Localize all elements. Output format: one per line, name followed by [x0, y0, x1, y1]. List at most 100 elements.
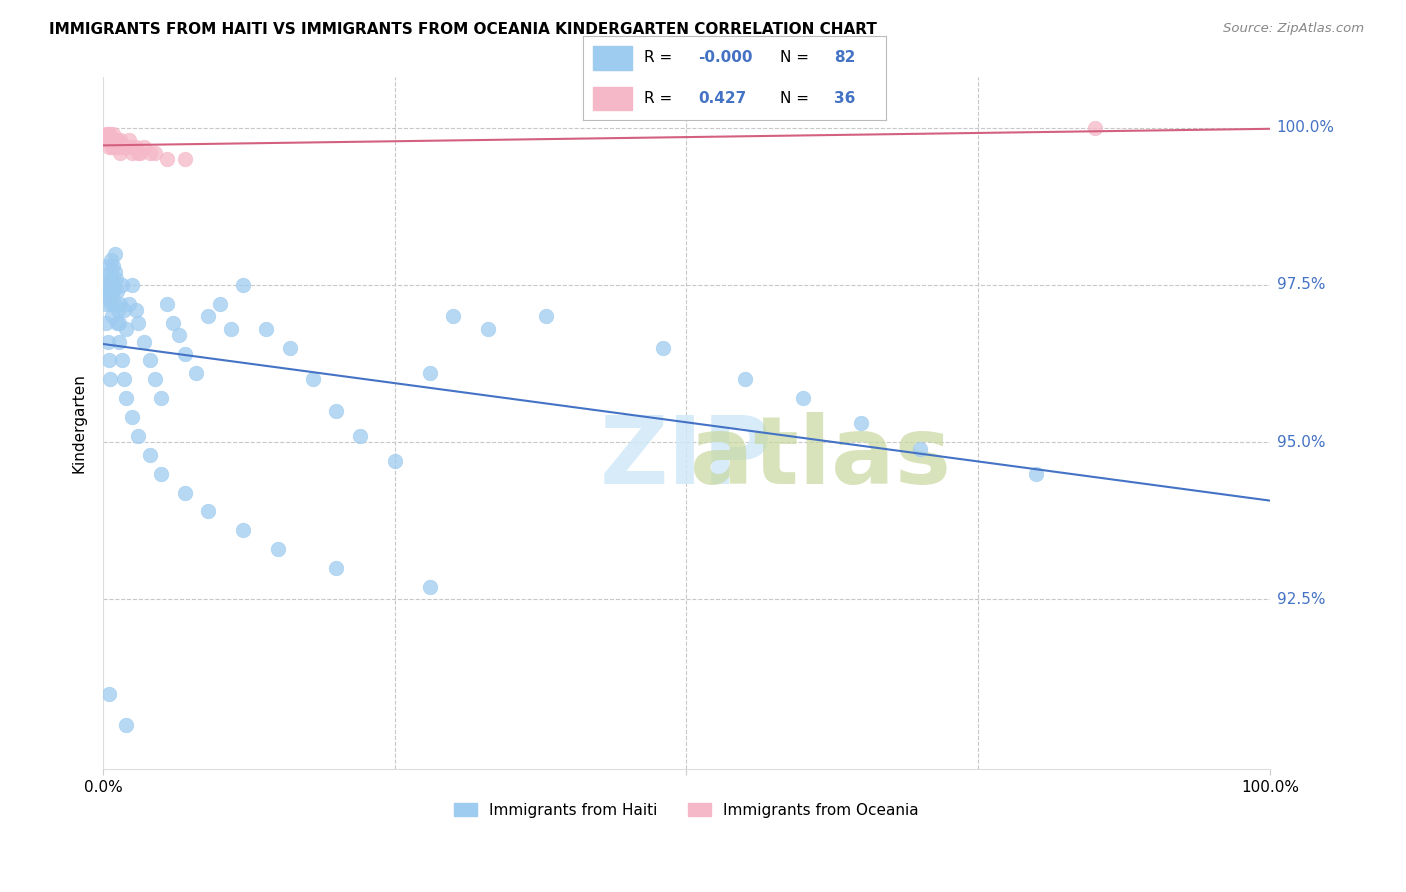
- Text: 97.5%: 97.5%: [1277, 277, 1326, 293]
- Text: Source: ZipAtlas.com: Source: ZipAtlas.com: [1223, 22, 1364, 36]
- Point: [112, 372, 135, 386]
- Text: 92.5%: 92.5%: [1277, 592, 1326, 607]
- Point: [115, 139, 138, 153]
- Point: [110, 278, 132, 293]
- Point: [96, 297, 118, 311]
- Point: [103, 133, 125, 147]
- Text: ZIP: ZIP: [600, 412, 773, 504]
- Point: [441, 310, 464, 324]
- Point: [477, 322, 499, 336]
- Point: [103, 139, 125, 153]
- Point: [110, 145, 132, 160]
- Bar: [592, 45, 631, 70]
- Point: [132, 139, 155, 153]
- Point: [124, 303, 146, 318]
- Text: 0.427: 0.427: [699, 91, 747, 106]
- Point: [107, 139, 129, 153]
- Point: [96, 133, 118, 147]
- Point: [162, 316, 184, 330]
- Point: [129, 145, 152, 160]
- Point: [110, 139, 132, 153]
- Point: [1025, 467, 1047, 481]
- Point: [100, 252, 122, 267]
- Point: [104, 271, 127, 285]
- Point: [349, 429, 371, 443]
- Point: [105, 285, 128, 299]
- Point: [105, 133, 128, 147]
- Point: [100, 133, 122, 147]
- Point: [97, 139, 120, 153]
- Point: [100, 271, 122, 285]
- Point: [97, 334, 120, 349]
- Point: [97, 353, 120, 368]
- Text: N =: N =: [780, 50, 814, 65]
- Point: [167, 328, 190, 343]
- Point: [138, 353, 160, 368]
- Point: [101, 310, 124, 324]
- Point: [117, 133, 139, 147]
- Text: R =: R =: [644, 91, 682, 106]
- Point: [121, 145, 143, 160]
- Point: [652, 341, 675, 355]
- Point: [325, 561, 347, 575]
- Point: [121, 139, 143, 153]
- Point: [105, 139, 128, 153]
- Point: [117, 297, 139, 311]
- Point: [100, 133, 122, 147]
- Point: [156, 152, 179, 166]
- Point: [97, 127, 120, 141]
- Point: [97, 127, 120, 141]
- Point: [101, 285, 124, 299]
- Point: [173, 152, 195, 166]
- Point: [104, 139, 127, 153]
- Point: [112, 303, 135, 318]
- Point: [156, 297, 179, 311]
- Point: [186, 366, 208, 380]
- Bar: [592, 87, 631, 111]
- Text: N =: N =: [780, 91, 814, 106]
- Point: [110, 353, 132, 368]
- Point: [115, 718, 138, 732]
- Point: [278, 341, 301, 355]
- Point: [908, 442, 931, 456]
- Point: [101, 278, 124, 293]
- Y-axis label: Kindergarten: Kindergarten: [72, 374, 86, 474]
- Point: [98, 265, 121, 279]
- Point: [103, 285, 125, 299]
- Point: [107, 303, 129, 318]
- Text: IMMIGRANTS FROM HAITI VS IMMIGRANTS FROM OCEANIA KINDERGARTEN CORRELATION CHART: IMMIGRANTS FROM HAITI VS IMMIGRANTS FROM…: [49, 22, 877, 37]
- Point: [124, 139, 146, 153]
- Point: [103, 265, 125, 279]
- Point: [115, 139, 138, 153]
- Point: [103, 278, 125, 293]
- Point: [792, 391, 814, 405]
- Point: [103, 297, 125, 311]
- Point: [101, 139, 124, 153]
- Text: 95.0%: 95.0%: [1277, 434, 1326, 450]
- Point: [98, 133, 121, 147]
- Text: -0.000: -0.000: [699, 50, 752, 65]
- Point: [734, 372, 756, 386]
- Point: [115, 391, 138, 405]
- Point: [1084, 120, 1107, 135]
- Point: [197, 504, 219, 518]
- Point: [110, 133, 132, 147]
- Point: [103, 259, 125, 273]
- Point: [111, 139, 134, 153]
- Point: [232, 524, 254, 538]
- Point: [208, 297, 231, 311]
- Point: [96, 316, 118, 330]
- Point: [267, 542, 290, 557]
- Point: [132, 334, 155, 349]
- Point: [98, 372, 121, 386]
- Point: [110, 297, 132, 311]
- Point: [145, 372, 167, 386]
- Point: [100, 297, 122, 311]
- Point: [419, 580, 441, 594]
- Point: [105, 316, 128, 330]
- Point: [219, 322, 242, 336]
- Text: R =: R =: [644, 50, 678, 65]
- Point: [232, 278, 254, 293]
- Point: [384, 454, 406, 468]
- Point: [302, 372, 325, 386]
